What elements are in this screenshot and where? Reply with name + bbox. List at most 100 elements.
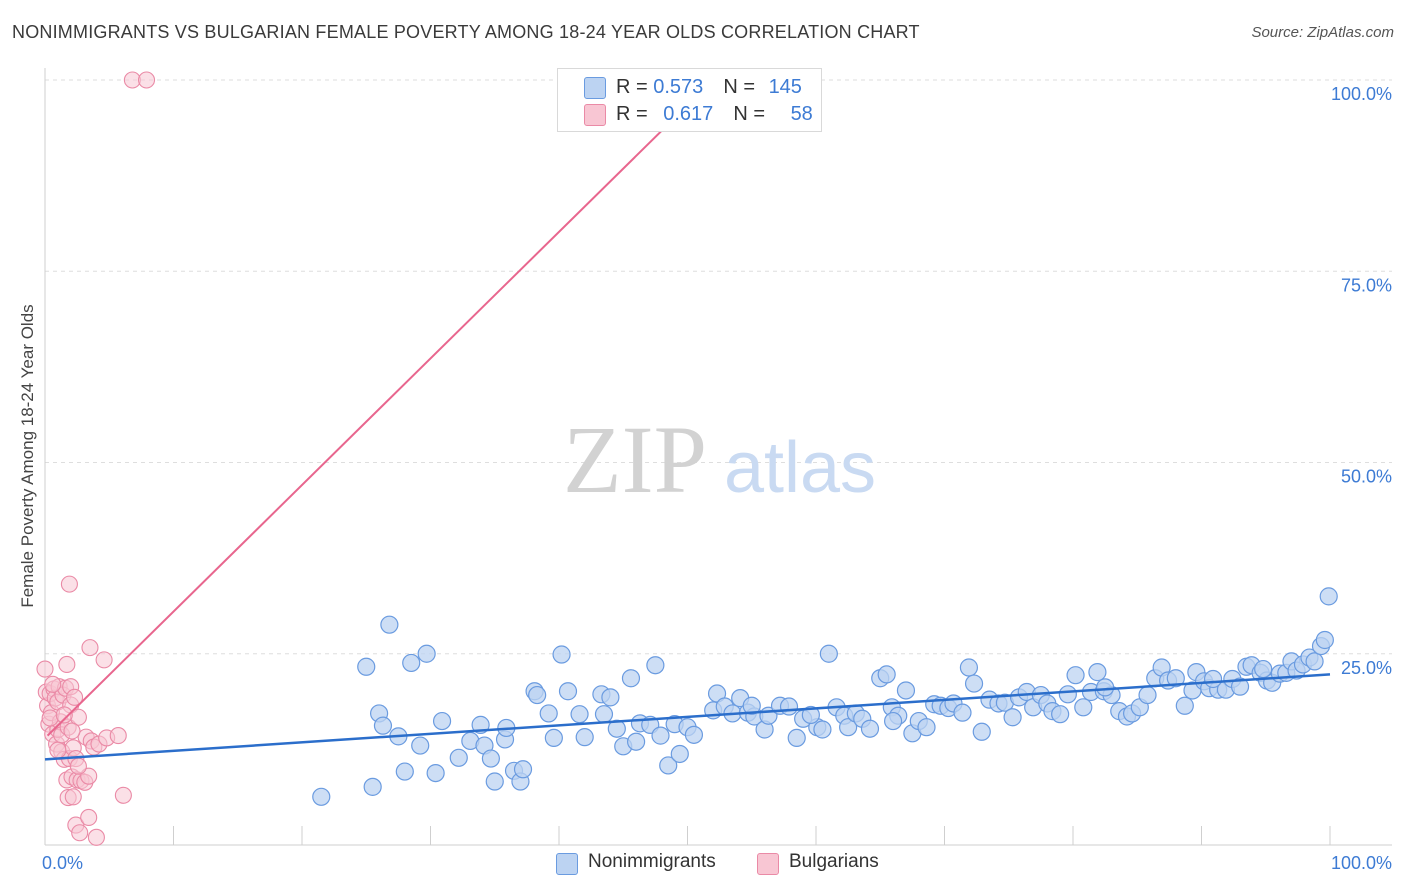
nonimmigrants-point — [917, 718, 936, 737]
tick-labels: 25.0% 50.0% 75.0% 100.0% 0.0% 100.0% — [42, 84, 1392, 873]
stats-legend: R = 0.573 N = 145 R = 0.617 N = 58 — [557, 68, 822, 132]
nonimmigrants-point — [432, 711, 452, 731]
watermark: ZIP atlas — [563, 406, 876, 513]
nonimmigrants-point — [1138, 685, 1157, 705]
nonimmigrants-point — [485, 772, 504, 791]
n-value-nonimmigrants: 145 — [768, 76, 802, 98]
nonimmigrants-point — [552, 645, 571, 664]
bulgarians-trend-line — [46, 79, 714, 737]
nonimmigrants-point — [1096, 678, 1115, 697]
bulgarians-point — [95, 651, 113, 669]
nonimmigrants-point — [1166, 669, 1185, 688]
x-tick-label: 100.0% — [1331, 853, 1392, 873]
nonimmigrants-point — [594, 705, 614, 724]
nonimmigrants-legend-swatch — [556, 853, 578, 875]
y-tick-label: 100.0% — [1331, 84, 1392, 104]
nonimmigrants-point — [896, 681, 916, 700]
nonimmigrants-point — [621, 669, 641, 688]
nonimmigrants-point — [449, 748, 468, 767]
r-value-nonimmigrants: 0.573 — [653, 76, 704, 98]
watermark-zip: ZIP — [563, 406, 707, 513]
nonimmigrants-point — [402, 653, 421, 673]
x-tick-label: 0.0% — [42, 853, 83, 873]
nonimmigrants-point — [1305, 652, 1324, 671]
nonimmigrants-trend-line — [44, 673, 1331, 761]
bulgarians-points — [36, 71, 156, 846]
nonimmigrants-point — [426, 763, 445, 783]
nonimmigrants-point — [1066, 666, 1085, 685]
nonimmigrants-point — [819, 644, 838, 663]
nonimmigrants-point — [558, 682, 578, 701]
r-label: R = — [616, 103, 654, 125]
nonimmigrants-point — [964, 674, 984, 693]
bulgarians-point — [87, 828, 105, 846]
nonimmigrants-point — [373, 716, 393, 735]
bulgarians-point — [64, 788, 82, 806]
nonimmigrants-point — [626, 732, 646, 751]
nonimmigrants-point — [411, 736, 430, 755]
nonimmigrants-point — [651, 726, 670, 745]
nonimmigrants-point — [953, 703, 972, 722]
nonimmigrants-point — [607, 719, 626, 738]
nonimmigrants-point — [539, 704, 558, 723]
nonimmigrants-swatch — [584, 77, 606, 99]
nonimmigrants-legend-label: Nonimmigrants — [588, 851, 716, 872]
bulgarians-point — [63, 722, 81, 740]
nonimmigrants-point — [883, 711, 903, 731]
chart-title: NONIMMIGRANTS VS BULGARIAN FEMALE POVERT… — [12, 22, 920, 42]
nonimmigrants-point — [1319, 587, 1338, 606]
bulgarians-point — [69, 757, 87, 775]
bulgarians-point — [66, 688, 84, 706]
source-label: Source: ZipAtlas.com — [1251, 24, 1394, 41]
nonimmigrants-point — [1230, 677, 1250, 696]
nonimmigrants-point — [801, 705, 820, 725]
nonimmigrants-points — [312, 587, 1338, 806]
nonimmigrants-point — [1203, 669, 1223, 689]
nonimmigrants-point — [1074, 698, 1093, 717]
nonimmigrants-point — [877, 665, 896, 684]
bulgarians-point — [41, 709, 59, 727]
nonimmigrants-point — [787, 728, 806, 748]
y-tick-label: 50.0% — [1341, 467, 1392, 487]
y-tick-label: 25.0% — [1341, 658, 1392, 678]
nonimmigrants-point — [513, 760, 533, 779]
nonimmigrants-point — [860, 719, 880, 738]
nonimmigrants-point — [363, 777, 382, 796]
nonimmigrants-point — [646, 656, 665, 675]
bulgarians-point — [109, 727, 127, 745]
nonimmigrants-point — [1254, 659, 1273, 679]
bulgarians-legend-label: Bulgarians — [789, 851, 879, 872]
bulgarians-point — [55, 706, 73, 724]
n-label: N = — [723, 76, 761, 98]
bulgarians-point — [44, 675, 62, 693]
watermark-atlas: atlas — [724, 428, 876, 508]
nonimmigrants-point — [575, 728, 594, 747]
nonimmigrants-point — [570, 705, 589, 724]
nonimmigrants-point — [1088, 663, 1107, 682]
nonimmigrants-point — [395, 762, 414, 781]
bulgarians-point — [36, 660, 54, 678]
bulgarians-point — [71, 824, 89, 842]
nonimmigrants-point — [1315, 630, 1334, 650]
bulgarians-point — [80, 767, 98, 785]
bulgarians-point — [114, 786, 132, 804]
r-label: R = — [616, 76, 654, 98]
nonimmigrants-point — [1175, 696, 1194, 715]
nonimmigrants-point — [481, 749, 500, 768]
trend-lines — [44, 79, 1331, 761]
bulgarians-point — [58, 655, 76, 674]
bulgarians-legend-swatch — [757, 853, 779, 875]
bulgarians-point — [60, 575, 78, 593]
n-label: N = — [733, 103, 771, 125]
nonimmigrants-point — [1003, 708, 1022, 727]
nonimmigrants-point — [659, 756, 678, 775]
bulgarians-point — [80, 808, 98, 827]
nonimmigrants-point — [839, 718, 858, 737]
nonimmigrants-point — [417, 644, 436, 663]
nonimmigrants-point — [1051, 705, 1070, 724]
nonimmigrants-point — [670, 744, 689, 764]
nonimmigrants-point — [544, 728, 563, 748]
bulgarians-point — [137, 71, 156, 89]
bulgarians-swatch — [584, 104, 606, 126]
nonimmigrants-point — [959, 658, 979, 677]
